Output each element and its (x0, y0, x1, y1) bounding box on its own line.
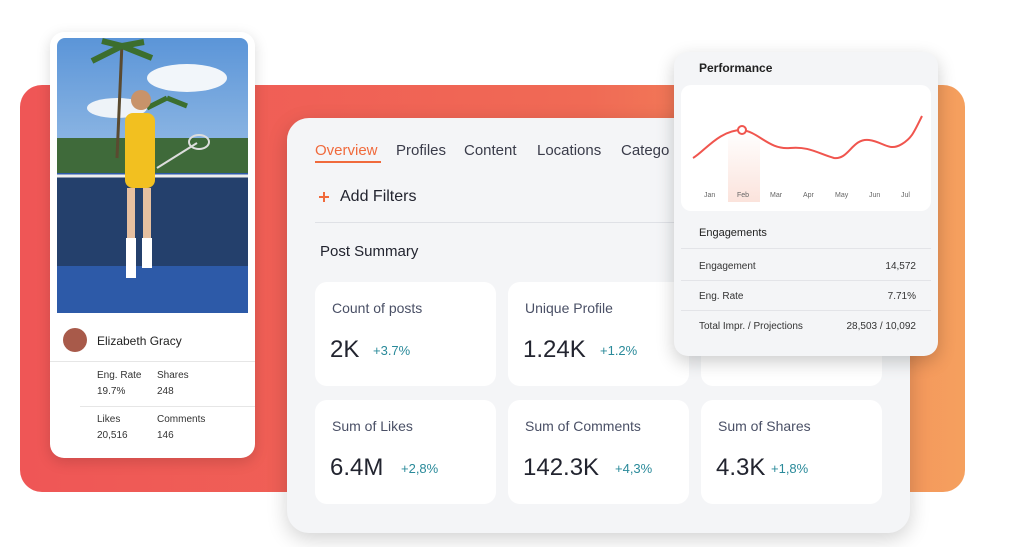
row-label: Engagement (699, 261, 756, 272)
metric-card: Sum of Likes 6.4M +2,8% (315, 400, 496, 504)
tab[interactable]: Overview (315, 142, 378, 159)
metric-value: 1.24K (523, 336, 586, 363)
stat-label: Likes (97, 414, 121, 425)
row-label: Eng. Rate (699, 291, 744, 302)
divider (681, 310, 931, 311)
metric-change: +1.2% (600, 343, 638, 358)
divider (681, 248, 931, 249)
month-label: Apr (803, 192, 814, 199)
row-value: 7.71% (887, 291, 916, 302)
plus-icon (319, 192, 329, 202)
metric-value: 4.3K (716, 454, 766, 481)
stat-label: Eng. Rate (97, 370, 142, 381)
metric-change: +2,8% (401, 461, 439, 476)
month-label: Feb (737, 192, 750, 199)
metric-value: 142.3K (523, 454, 600, 481)
row-value: 28,503 / 10,092 (846, 321, 916, 332)
profile-name: Elizabeth Gracy (97, 334, 182, 348)
stat-value: 19.7% (97, 386, 126, 397)
divider (50, 361, 255, 362)
metric-card: Sum of Comments 142.3K +4,3% (508, 400, 689, 504)
tab-underline (315, 161, 381, 163)
row-value: 14,572 (885, 261, 916, 272)
tab[interactable]: Locations (537, 142, 602, 159)
stat-value: 146 (157, 430, 174, 441)
metric-label: Sum of Likes (332, 418, 413, 434)
add-filters[interactable]: Add Filters (340, 188, 417, 205)
stat-label: Shares (157, 370, 189, 381)
row-label: Total Impr. / Projections (699, 321, 803, 332)
metric-card: Count of posts 2K +3.7% (315, 282, 496, 386)
stat-value: 20,516 (97, 430, 128, 441)
divider (80, 406, 255, 407)
tab[interactable]: Content (464, 142, 517, 159)
section-title: Post Summary (320, 243, 419, 260)
divider (315, 222, 910, 223)
tab[interactable]: Profiles (396, 142, 447, 159)
metric-label: Unique Profile (525, 300, 613, 316)
performance-card: Performance Jan Feb Mar Apr May Jun Jul … (674, 52, 938, 356)
metric-card: Unique Profile 1.24K +1.2% (508, 282, 689, 386)
divider (681, 280, 931, 281)
section-title: Engagements (699, 227, 767, 239)
stat-value: 248 (157, 386, 174, 397)
metric-change: +3.7% (373, 343, 411, 358)
metric-change: +1,8% (771, 461, 809, 476)
month-label: Jan (704, 192, 716, 199)
metric-card: Sum of Shares 4.3K +1,8% (701, 400, 882, 504)
metric-value: 2K (330, 336, 360, 363)
tab[interactable]: Catego (621, 142, 670, 159)
month-label: Jun (869, 192, 881, 199)
metric-change: +4,3% (615, 461, 653, 476)
metric-label: Sum of Comments (525, 418, 641, 434)
stat-label: Comments (157, 414, 206, 425)
avatar (63, 328, 87, 352)
metric-value: 6.4M (330, 454, 384, 481)
month-label: May (835, 192, 849, 199)
card-title: Performance (699, 61, 773, 75)
sparkline (692, 115, 923, 202)
month-label: Jul (901, 192, 910, 199)
profile-card: Elizabeth Gracy Eng. Rate 19.7% Shares 2… (50, 32, 255, 458)
metric-label: Count of posts (332, 300, 423, 316)
profile-photo (57, 38, 248, 313)
month-label: Mar (770, 192, 783, 199)
metric-label: Sum of Shares (718, 418, 811, 434)
